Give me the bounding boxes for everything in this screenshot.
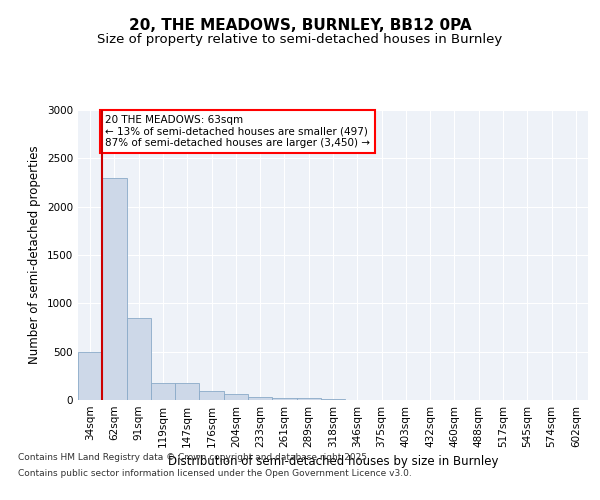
Bar [78,352,102,400]
Bar [127,318,151,400]
Bar [224,394,248,400]
Y-axis label: Number of semi-detached properties: Number of semi-detached properties [28,146,41,364]
Bar [272,398,296,400]
Bar [248,396,272,400]
Text: Size of property relative to semi-detached houses in Burnley: Size of property relative to semi-detach… [97,32,503,46]
Bar [102,178,127,400]
Bar [296,398,321,400]
Bar [321,399,345,400]
X-axis label: Distribution of semi-detached houses by size in Burnley: Distribution of semi-detached houses by … [168,456,498,468]
Bar [175,383,199,400]
Text: Contains public sector information licensed under the Open Government Licence v3: Contains public sector information licen… [18,468,412,477]
Bar [199,391,224,400]
Text: 20, THE MEADOWS, BURNLEY, BB12 0PA: 20, THE MEADOWS, BURNLEY, BB12 0PA [128,18,472,32]
Text: 20 THE MEADOWS: 63sqm
← 13% of semi-detached houses are smaller (497)
87% of sem: 20 THE MEADOWS: 63sqm ← 13% of semi-deta… [105,115,370,148]
Bar [151,383,175,400]
Text: Contains HM Land Registry data © Crown copyright and database right 2025.: Contains HM Land Registry data © Crown c… [18,454,370,462]
